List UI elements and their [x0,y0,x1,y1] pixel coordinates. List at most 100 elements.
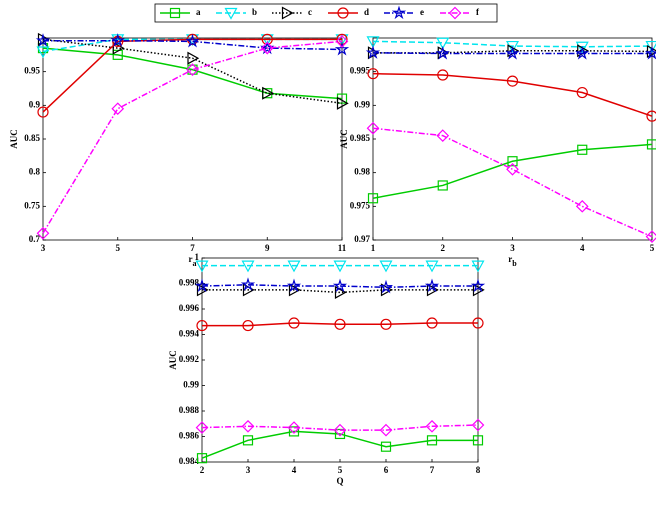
marker [196,283,209,297]
x-tick-label: 11 [338,243,347,253]
y-tick-label: 0.986 [179,431,200,441]
marker [242,435,254,446]
x-tick-label: 9 [265,243,270,253]
marker [470,278,486,293]
marker [240,277,256,291]
y-tick-label: 0.95 [24,66,40,76]
marker [110,33,125,47]
marker [332,278,348,293]
x-tick-label: 3 [510,243,515,253]
marker [288,317,300,329]
marker [646,139,656,150]
marker [334,41,350,56]
marker [169,7,181,19]
y-axis-label: AUC [168,350,178,370]
legend-label: d [364,7,369,17]
y-tick-label: 0.985 [350,133,371,143]
y-tick-label: 0.994 [179,329,200,339]
marker [367,193,379,204]
marker [437,69,449,81]
marker [112,41,125,55]
x-tick-label: 6 [384,465,389,475]
marker [379,423,393,437]
y-tick-label: 0.996 [179,303,200,313]
marker [646,110,656,122]
marker [437,180,448,191]
marker [367,68,379,80]
legend-label: b [252,7,257,17]
legend-label: a [196,7,201,17]
marker [472,283,485,297]
marker [366,36,380,49]
series-line [372,52,652,55]
y-tick-label: 0.8 [29,167,41,177]
series-line [372,143,653,199]
x-axis-label: ra [189,254,197,268]
marker [380,318,392,330]
marker [472,435,484,446]
x-tick-label: 1 [371,243,376,253]
marker [36,226,50,240]
y-tick-label: 0.975 [350,200,371,210]
series-line [372,127,653,238]
marker [378,279,394,294]
y-tick-label: 0.992 [179,354,200,364]
y-tick-label: 0.9 [29,99,41,109]
x-tick-label: 5 [650,243,655,253]
marker [194,278,210,293]
y-tick-label: 0.99 [354,99,370,109]
x-tick-label: 5 [338,465,343,475]
marker [425,419,439,433]
marker [575,41,589,54]
x-axis-label: rb [508,254,517,268]
marker [379,260,393,273]
series-line [42,40,343,234]
x-axis-label-main: Q [336,476,343,486]
x-axis-label-main: r [508,254,512,264]
marker [333,260,347,273]
marker [448,6,462,20]
y-tick-label: 1 [195,252,200,262]
series-line [42,38,343,105]
marker [36,46,50,59]
marker [242,319,254,332]
series-line [201,284,478,289]
y-tick-label: 0.7 [29,234,41,244]
marker [505,45,520,60]
series-line [372,72,653,117]
marker [187,51,200,65]
marker [424,278,440,293]
marker [241,260,255,273]
y-axis-label: AUC [9,129,19,149]
marker [333,423,347,437]
y-tick-label: 0.995 [350,66,371,76]
marker [426,283,439,297]
series-line [202,289,478,294]
marker [111,102,125,116]
marker [471,260,485,273]
marker [241,419,255,433]
marker [286,278,302,293]
x-tick-label: 8 [476,465,481,475]
y-tick-label: 0.98 [354,167,370,177]
marker [337,7,349,19]
marker [576,86,588,99]
marker [334,285,347,299]
marker [112,49,123,60]
series-line [42,38,342,53]
y-tick-label: 0.97 [354,234,370,244]
y-tick-label: 0.99 [183,380,199,390]
marker [506,162,519,176]
x-axis-label-main: r [189,254,193,264]
marker [506,75,519,87]
marker [365,45,381,59]
x-tick-label: 3 [41,243,46,253]
y-tick-label: 0.998 [179,278,200,288]
marker [288,283,301,297]
marker [577,144,588,155]
x-tick-label: 7 [430,465,435,475]
x-tick-label: 4 [580,243,585,253]
marker [196,319,208,332]
marker [186,63,199,76]
legend-label: c [308,7,312,17]
